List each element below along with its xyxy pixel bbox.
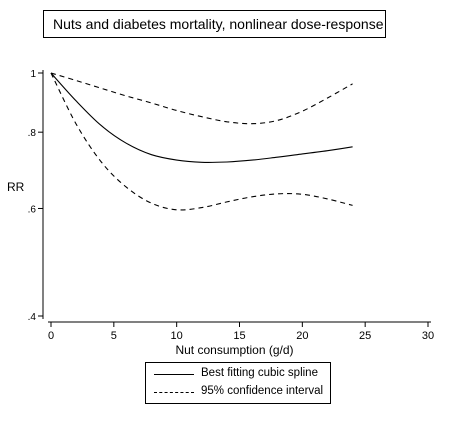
x-tick-label: 5: [111, 330, 117, 342]
series-line-spline: [50, 72, 353, 163]
y-tick-label: 1: [30, 69, 36, 80]
y-axis-label: RR: [7, 180, 25, 194]
x-tick-label: 25: [359, 330, 371, 342]
legend-label-ci: 95% confidence interval: [201, 385, 324, 397]
x-tick-label: 0: [48, 330, 54, 342]
legend-solid-line-swatch: [154, 374, 194, 375]
x-tick-label: 15: [233, 330, 245, 342]
x-tick-label: 20: [296, 330, 308, 342]
legend-label-spline: Best fitting cubic spline: [201, 367, 318, 379]
legend: Best fitting cubic spline 95% confidence…: [145, 362, 331, 404]
y-tick-label: .8: [28, 128, 37, 139]
y-tick-label: .6: [28, 204, 37, 215]
series-line-ci-lower: [50, 72, 353, 211]
y-tick-label: .4: [28, 312, 37, 323]
legend-item-spline: Best fitting cubic spline: [146, 366, 330, 384]
series-line-ci-upper: [50, 72, 353, 125]
x-axis-label: Nut consumption (g/d): [175, 343, 293, 357]
legend-item-ci: 95% confidence interval: [146, 384, 330, 402]
x-tick-label: 30: [422, 330, 434, 342]
x-tick-label: 10: [171, 330, 183, 342]
chart-title-box: Nuts and diabetes mortality, nonlinear d…: [43, 10, 386, 38]
chart-title: Nuts and diabetes mortality, nonlinear d…: [53, 16, 384, 32]
legend-dashed-line-swatch: [154, 392, 194, 393]
